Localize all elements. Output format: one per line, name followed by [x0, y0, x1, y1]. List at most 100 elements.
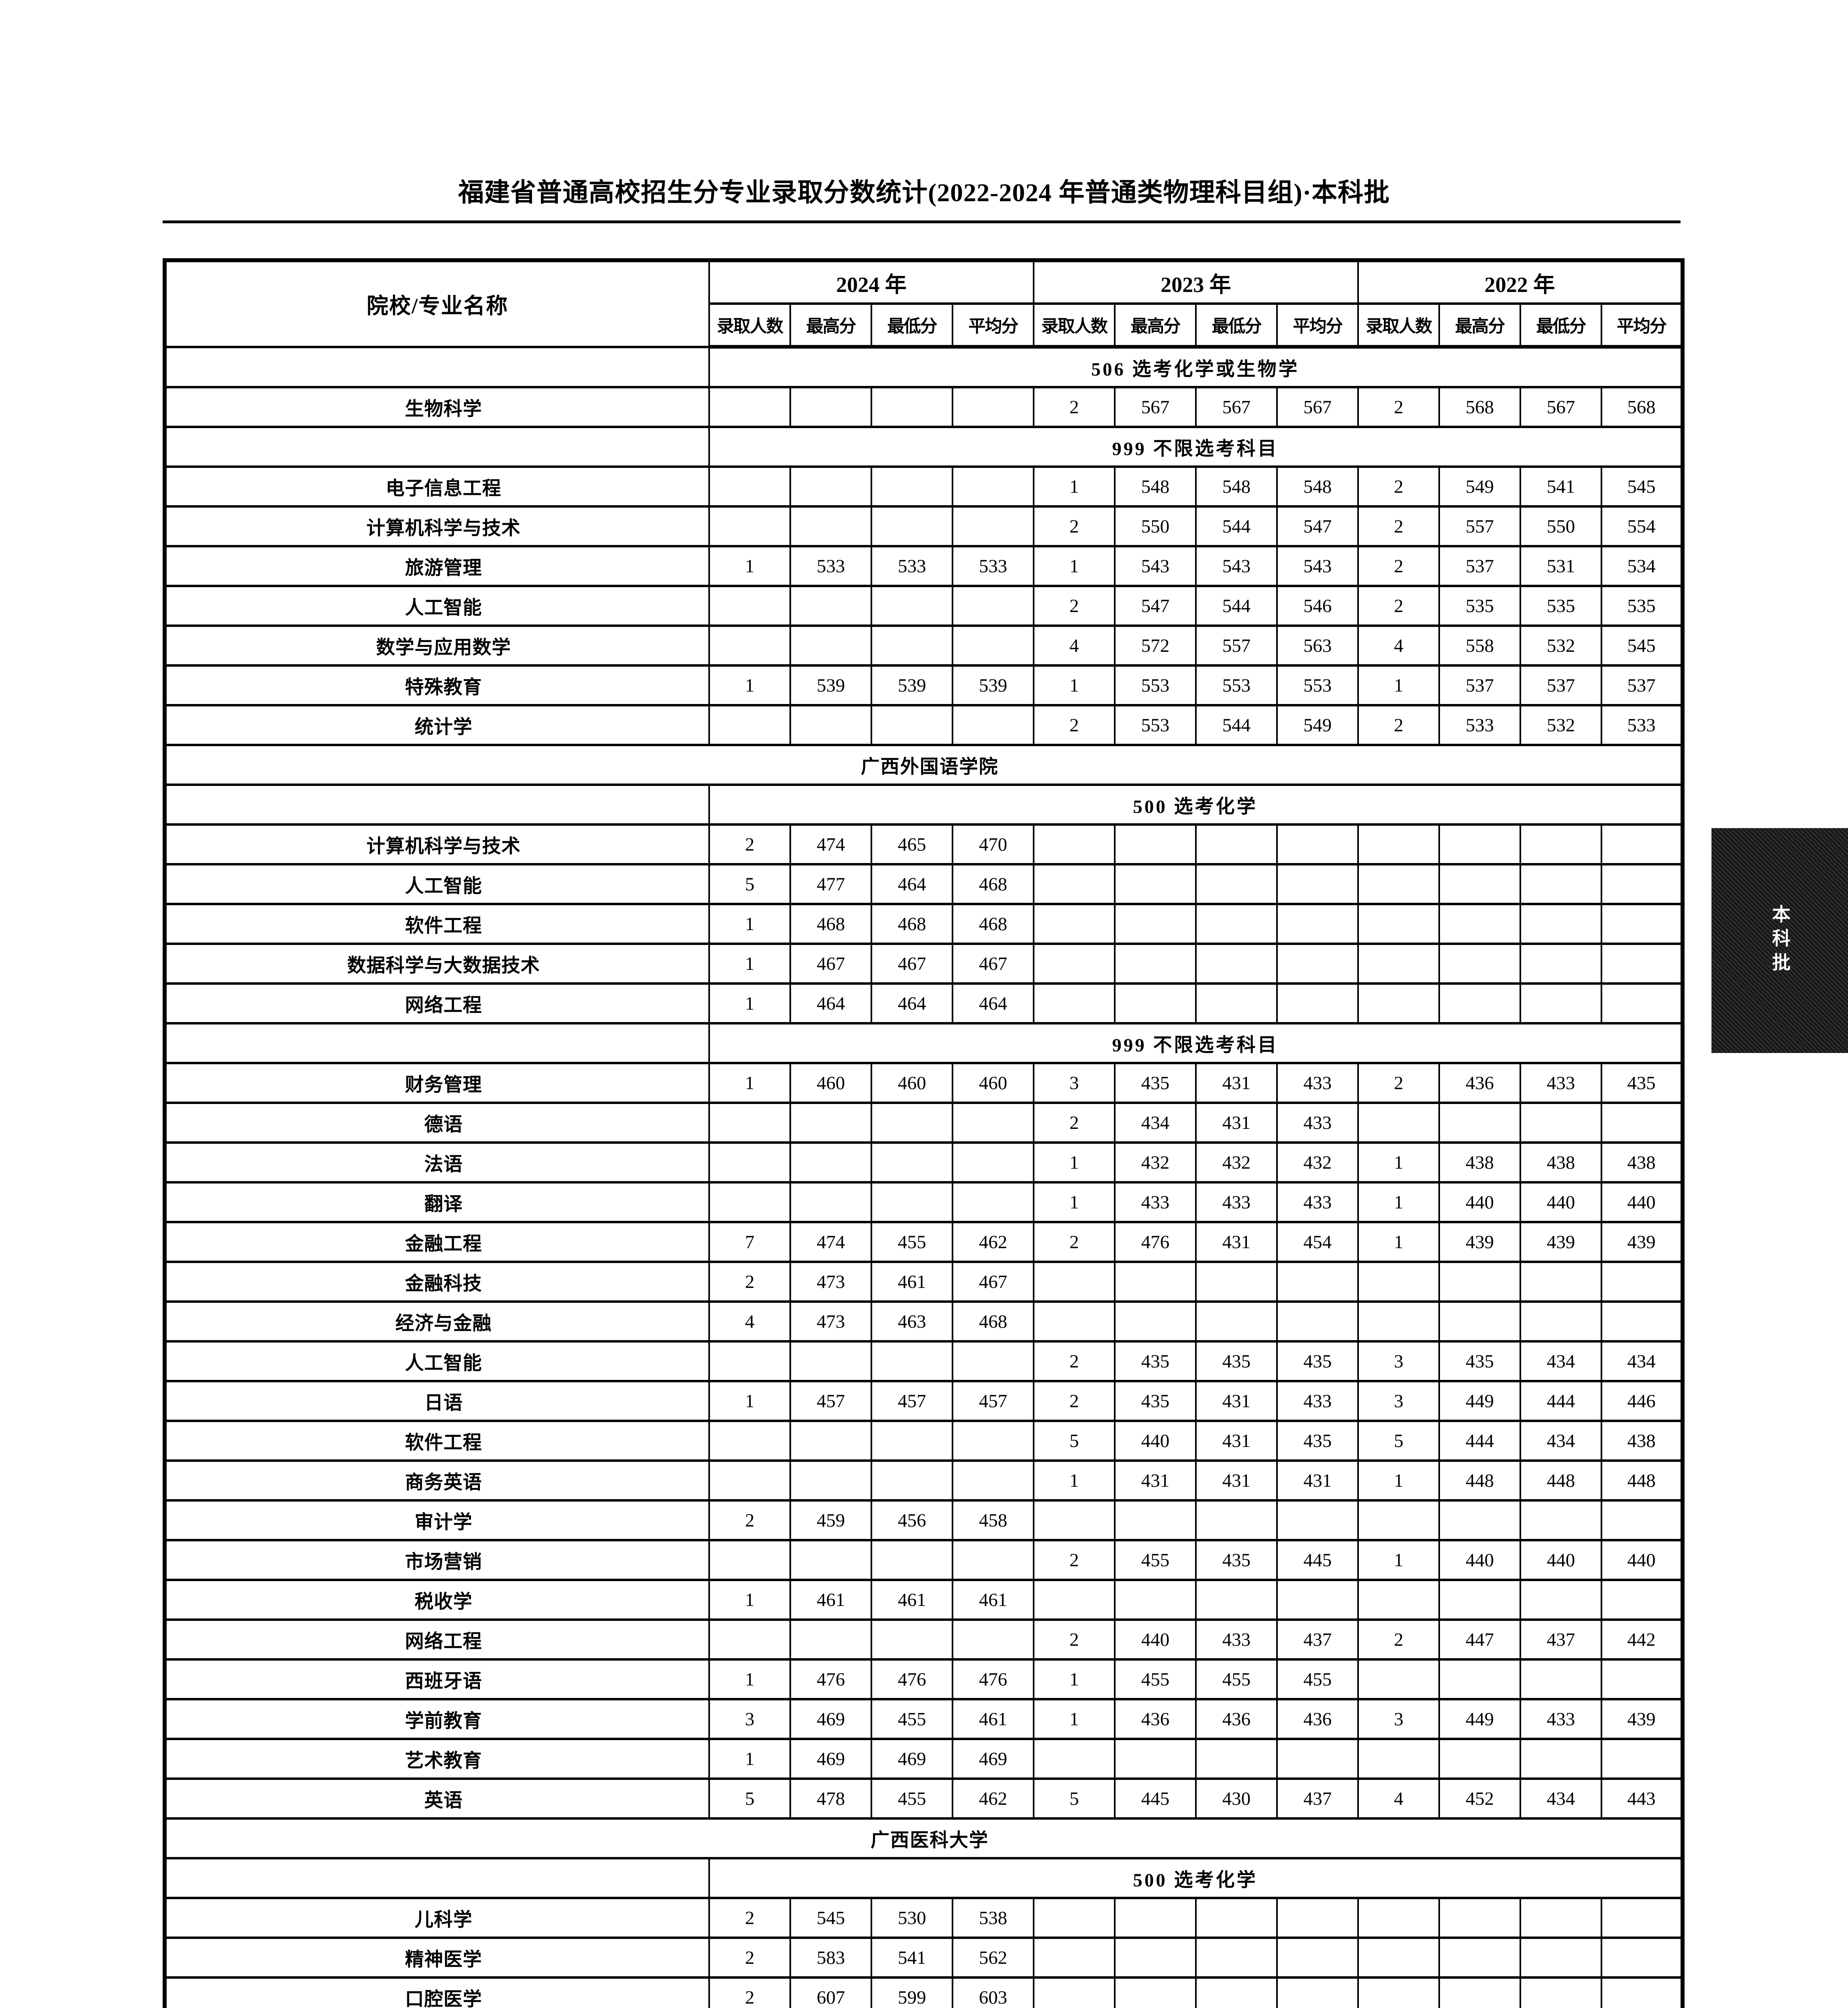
major-row: 德语 2 434 431 433	[164, 1102, 1683, 1144]
score-cell	[1438, 943, 1521, 985]
major-row: 日语 1 457 457 457 2 435 431 433 3 449 444 446	[164, 1380, 1683, 1422]
score-cell	[1276, 1897, 1359, 1939]
score-cell	[1276, 1499, 1359, 1541]
score-cell: 459	[789, 1499, 872, 1541]
score-cell: 535	[1601, 585, 1683, 627]
score-cell: 448	[1601, 1459, 1683, 1502]
score-cell: 435	[1276, 1420, 1359, 1462]
score-cell	[1195, 943, 1278, 985]
score-cell: 5	[1033, 1420, 1116, 1462]
score-cell: 2	[708, 1499, 791, 1541]
score-cell: 435	[1195, 1340, 1278, 1382]
score-cell	[1195, 1897, 1278, 1939]
score-cell: 1	[708, 1579, 791, 1621]
score-cell: 464	[952, 982, 1034, 1024]
score-cell	[1438, 1658, 1521, 1700]
score-cell	[1601, 903, 1683, 945]
score-cell	[1195, 1300, 1278, 1343]
major-name-cell: 儿科学	[164, 1897, 710, 1939]
year-header: 2023 年	[1033, 259, 1359, 305]
section-row: 500 选考化学	[164, 784, 1683, 826]
score-cell	[871, 624, 953, 667]
score-cell	[708, 465, 791, 508]
score-cell	[1520, 1738, 1602, 1780]
major-name-cell: 英语	[164, 1777, 710, 1820]
score-cell: 543	[1195, 545, 1278, 587]
score-cell	[1276, 982, 1359, 1024]
score-cell: 538	[952, 1897, 1034, 1939]
major-row: 口腔医学 2 607 599 603	[164, 1976, 1683, 2008]
score-cell: 447	[1438, 1618, 1521, 1661]
score-cell: 435	[1114, 1380, 1197, 1422]
score-cell	[708, 1618, 791, 1661]
table-body: 506 选考化学或生物学 生物科学 2 567 567 567 2 568 567 568 999 …	[164, 345, 1683, 2008]
table-header: 院校/专业名称 2024 年 2023 年 2022 年录取人数 最高分 最低分 平均分 录取…	[164, 259, 1683, 349]
score-cell: 476	[871, 1658, 953, 1700]
score-cell	[1276, 1579, 1359, 1621]
score-cell: 449	[1438, 1698, 1521, 1740]
major-row: 商务英语 1 431 431 431 1 448 448 448	[164, 1459, 1683, 1502]
score-cell: 431	[1195, 1380, 1278, 1422]
admission-score-table: 院校/专业名称 2024 年 2023 年 2022 年录取人数 最高分 最低分 平均分 录取…	[163, 258, 1685, 2008]
score-cell: 432	[1195, 1141, 1278, 1184]
score-cell	[1438, 1897, 1521, 1939]
score-cell: 462	[952, 1221, 1034, 1263]
score-cell	[789, 585, 872, 627]
metric-header: 录取人数	[1033, 302, 1116, 349]
score-cell	[1357, 823, 1440, 865]
score-cell	[1357, 1102, 1440, 1144]
score-cell: 469	[789, 1698, 872, 1740]
major-row: 特殊教育 1 539 539 539 1 553 553 553 1 537 537 537	[164, 664, 1683, 706]
score-cell: 553	[1276, 664, 1359, 706]
score-cell: 469	[871, 1738, 953, 1780]
score-cell: 548	[1114, 465, 1197, 508]
score-cell	[952, 1141, 1034, 1184]
score-cell	[1520, 823, 1602, 865]
score-cell	[871, 585, 953, 627]
score-cell	[952, 386, 1034, 428]
empty-name-cell	[164, 345, 710, 388]
score-cell: 583	[789, 1937, 872, 1979]
document-title: 福建省普通高校招生分专业录取分数统计(2022-2024 年普通类物理科目组)·…	[458, 178, 1390, 207]
year-header: 2024 年	[708, 259, 1034, 305]
subject-group-cell: 999 不限选考科目	[708, 1022, 1683, 1064]
major-name-cell: 金融科技	[164, 1261, 710, 1303]
score-cell	[1276, 1738, 1359, 1780]
score-cell	[1276, 863, 1359, 905]
section-row: 999 不限选考科目	[164, 1022, 1683, 1064]
score-cell: 461	[871, 1579, 953, 1621]
score-cell	[1357, 1976, 1440, 2008]
major-row: 儿科学 2 545 530 538	[164, 1897, 1683, 1939]
score-cell	[1520, 943, 1602, 985]
major-row: 生物科学 2 567 567 567 2 568 567 568	[164, 386, 1683, 428]
score-cell: 462	[952, 1777, 1034, 1820]
score-cell: 468	[789, 903, 872, 945]
major-name-cell: 网络工程	[164, 1618, 710, 1661]
score-cell	[1195, 903, 1278, 945]
score-cell: 548	[1195, 465, 1278, 508]
score-cell: 440	[1438, 1539, 1521, 1581]
score-cell: 537	[1520, 664, 1602, 706]
score-cell	[1195, 1738, 1278, 1780]
major-row: 人工智能 2 547 544 546 2 535 535 535	[164, 585, 1683, 627]
metric-header: 平均分	[952, 302, 1034, 349]
subject-group-cell: 999 不限选考科目	[708, 426, 1683, 468]
score-cell	[1601, 1897, 1683, 1939]
score-cell	[1438, 982, 1521, 1024]
score-cell	[871, 1340, 953, 1382]
score-cell: 3	[1357, 1698, 1440, 1740]
score-cell: 433	[1195, 1618, 1278, 1661]
score-cell	[1114, 1499, 1197, 1541]
score-cell: 470	[952, 823, 1034, 865]
major-name-cell: 西班牙语	[164, 1658, 710, 1700]
score-cell	[1276, 1937, 1359, 1979]
score-cell: 455	[1114, 1658, 1197, 1700]
score-cell: 437	[1276, 1618, 1359, 1661]
score-cell: 436	[1438, 1062, 1521, 1104]
year-header-row: 院校/专业名称 2024 年 2023 年 2022 年	[164, 259, 1683, 348]
score-cell	[1601, 1658, 1683, 1700]
score-cell: 4	[708, 1300, 791, 1343]
section-row: 999 不限选考科目	[164, 426, 1683, 468]
score-cell: 457	[871, 1380, 953, 1422]
score-cell	[871, 1539, 953, 1581]
